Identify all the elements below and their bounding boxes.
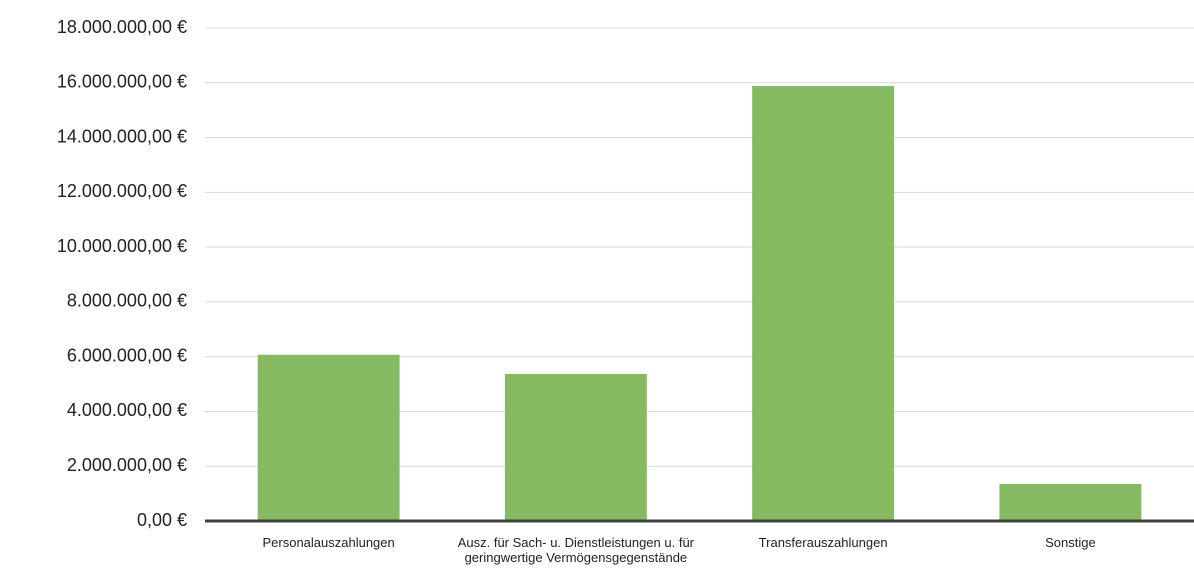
- x-tick-label: Ausz. für Sach- u. Dienstleistungen u. f…: [457, 535, 695, 565]
- bar: [257, 354, 400, 521]
- x-tick-label: Sonstige: [1045, 535, 1096, 550]
- y-tick-label: 14.000.000,00 €: [57, 126, 187, 146]
- y-tick-label: 12.000.000,00 €: [57, 181, 187, 201]
- x-tick-label: Personalauszahlungen: [262, 535, 395, 550]
- y-tick-label: 0,00 €: [137, 510, 187, 530]
- x-tick-label: Transferauszahlungen: [758, 535, 888, 550]
- y-tick-label: 8.000.000,00 €: [67, 291, 187, 311]
- y-tick-label: 16.000.000,00 €: [57, 72, 187, 92]
- y-tick-label: 10.000.000,00 €: [57, 236, 187, 256]
- y-tick-label: 6.000.000,00 €: [67, 345, 187, 365]
- y-tick-label: 2.000.000,00 €: [67, 455, 187, 475]
- bar: [999, 484, 1142, 521]
- y-tick-label: 18.000.000,00 €: [57, 17, 187, 37]
- bar: [752, 86, 895, 521]
- y-tick-label: 4.000.000,00 €: [67, 400, 187, 420]
- bar: [504, 373, 647, 521]
